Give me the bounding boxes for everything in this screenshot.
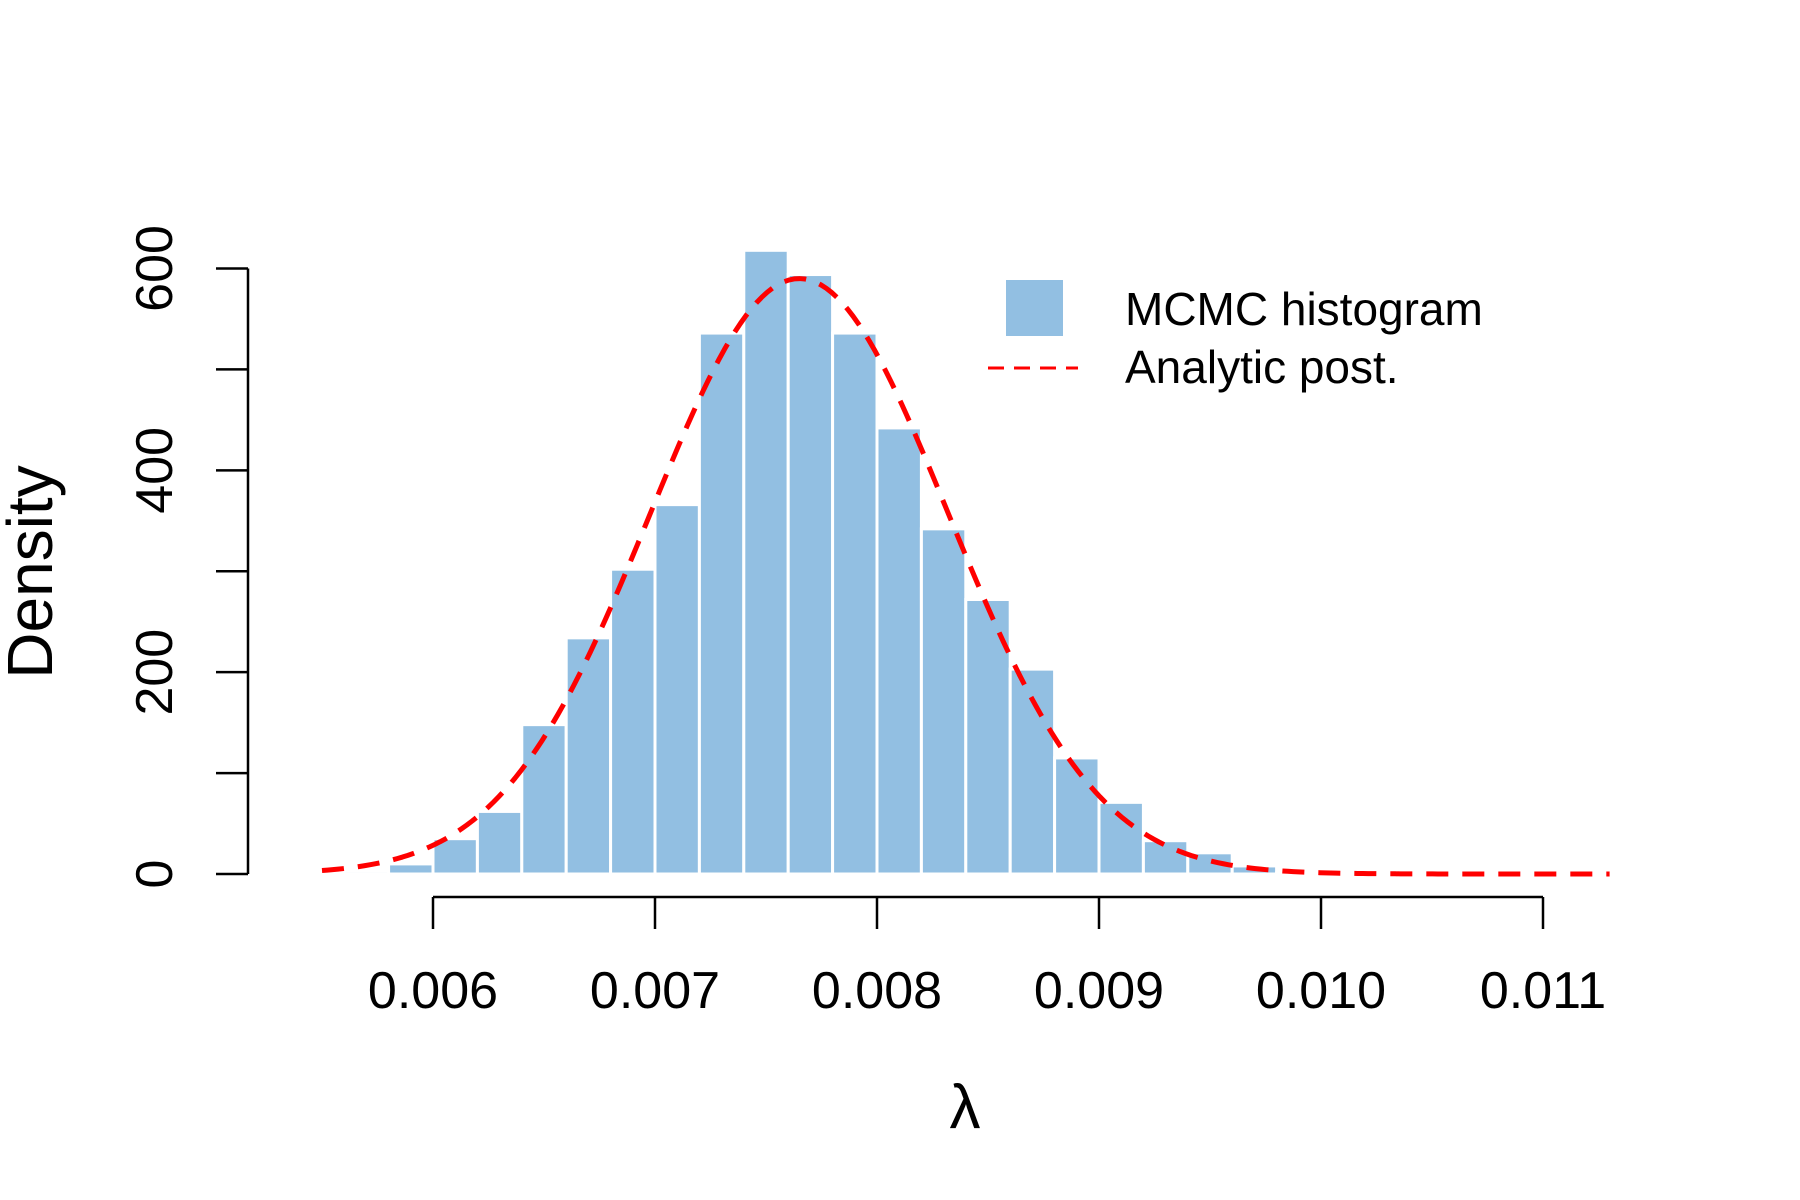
histogram-bars	[298, 248, 1323, 876]
legend-label-curve: Analytic post.	[1125, 341, 1399, 393]
x-tick-label: 0.007	[590, 962, 720, 1020]
histogram-bar	[609, 567, 657, 876]
histogram-bar	[653, 503, 701, 876]
histogram-bar	[342, 869, 391, 876]
x-tick-label: 0.011	[1480, 962, 1606, 1020]
analytic-posterior-curve	[321, 276, 1610, 877]
histogram-bar	[1097, 800, 1145, 876]
x-tick-label: 0.008	[812, 962, 942, 1020]
histogram-bar	[387, 862, 435, 876]
y-axis-title: Density	[0, 465, 66, 678]
x-tick-label: 0.009	[1034, 962, 1164, 1020]
histogram-bar	[1053, 756, 1101, 876]
y-tick-label: 200	[126, 629, 184, 716]
histogram-bar	[564, 636, 613, 876]
x-tick-label: 0.010	[1256, 962, 1386, 1020]
y-tick-label: 0	[126, 860, 184, 889]
histogram-bar	[875, 426, 923, 876]
legend-label-histogram: MCMC histogram	[1125, 283, 1483, 335]
x-axis-title: λ	[950, 1073, 981, 1142]
histogram-bar	[786, 273, 835, 876]
histogram-bar	[831, 331, 879, 876]
density-curve-layer	[321, 276, 1610, 877]
histogram-bar	[919, 527, 968, 876]
legend-swatch-histogram	[1006, 280, 1063, 336]
histogram-bar	[475, 809, 524, 876]
histogram-bar	[298, 871, 346, 876]
x-tick-label: 0.006	[368, 962, 498, 1020]
histogram-bar	[742, 248, 790, 876]
histogram-bar	[1141, 839, 1190, 876]
axis-labels: 0 200 400 600 0.006 0.007 0.008 0.009 0.010 0.011…	[0, 225, 1606, 1142]
y-tick-label: 600	[126, 225, 184, 312]
histogram-bar	[520, 723, 568, 876]
y-tick-label: 400	[126, 427, 184, 514]
axes	[216, 267, 1545, 929]
legend: MCMC histogram Analytic post.	[988, 280, 1483, 393]
histogram-bar	[697, 331, 746, 876]
